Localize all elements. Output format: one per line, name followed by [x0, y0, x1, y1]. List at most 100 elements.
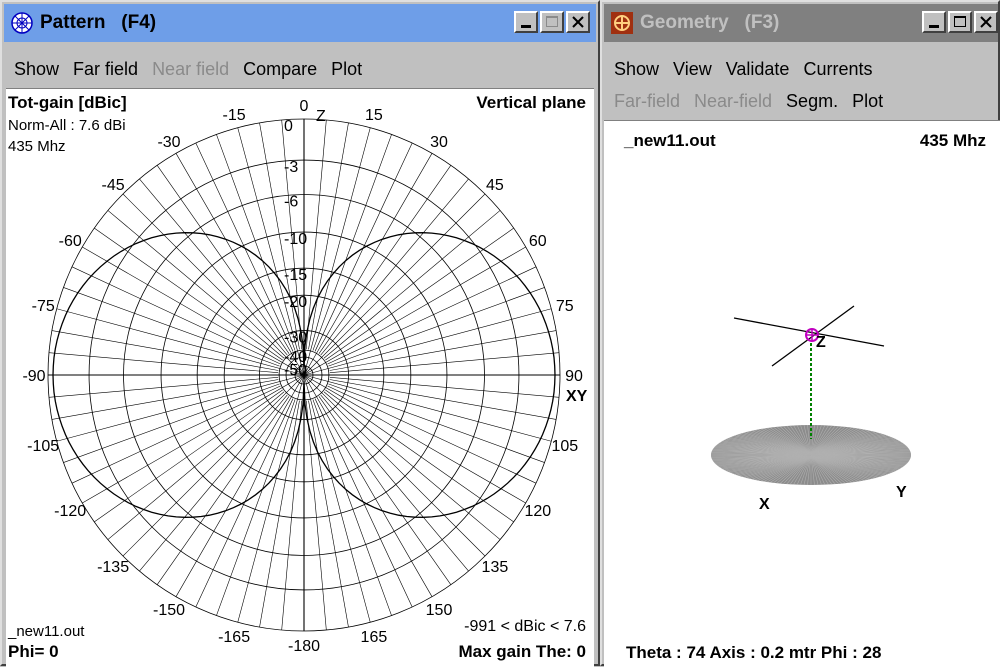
pattern-window: Pattern (F4) Show Far field Near field C…: [0, 0, 600, 667]
maximize-button[interactable]: [540, 11, 564, 33]
angle-label: 90: [565, 368, 583, 385]
ground-radial: [810, 428, 862, 456]
frequency-label: 435 Mhz: [8, 138, 66, 155]
ground-radial: [810, 453, 911, 456]
menu-segm[interactable]: Segm.: [786, 90, 839, 111]
ground-radial: [810, 454, 822, 485]
grid-spoke: [323, 210, 501, 359]
angle-label: 150: [426, 602, 453, 619]
ground-radial: [810, 454, 855, 483]
y-axis-label: Y: [896, 484, 907, 501]
dipole-element-2: [771, 305, 855, 367]
angle-label: 45: [486, 177, 504, 194]
pattern-title-bar[interactable]: Pattern (F4): [4, 4, 596, 42]
grid-spoke: [303, 246, 526, 376]
angle-label: 30: [430, 134, 448, 151]
ground-radial: [763, 428, 812, 456]
grid-spoke: [327, 266, 537, 365]
angle-label: -45: [102, 177, 125, 194]
minimize-button[interactable]: [922, 11, 946, 33]
pattern-title: Pattern (F4): [40, 12, 157, 33]
ground-radial: [810, 425, 829, 456]
minimize-button[interactable]: [514, 11, 538, 33]
angle-label: 60: [529, 233, 547, 250]
grid-spoke: [63, 383, 280, 463]
angle-label: -135: [97, 559, 129, 576]
ground-radial: [803, 454, 812, 485]
db-label: -6: [284, 194, 298, 211]
grid-spoke: [308, 400, 349, 628]
grid-spoke: [216, 399, 296, 616]
grid-spoke: [320, 178, 469, 356]
menu-show[interactable]: Show: [614, 58, 660, 79]
grid-spoke: [329, 352, 560, 374]
close-icon: [980, 16, 992, 28]
ground-radial: [773, 426, 812, 456]
ground-radial: [763, 454, 812, 482]
ground-radial: [810, 454, 846, 484]
source-marker: [805, 328, 819, 342]
menu-near-field[interactable]: Near-field: [694, 90, 773, 111]
geometry-title-bar[interactable]: Geometry (F3): [604, 4, 998, 42]
menu-show[interactable]: Show: [14, 58, 60, 79]
z-axis-label: Z: [816, 334, 826, 351]
grid-spoke: [303, 193, 486, 376]
ground-radial: [779, 426, 812, 456]
grid-spoke: [318, 165, 452, 354]
menu-far-field[interactable]: Far field: [73, 58, 139, 79]
polar-grid: [47, 118, 561, 632]
grid-spoke: [303, 374, 486, 557]
ground-radial: [810, 425, 822, 456]
geometry-file-label: _new11.out: [624, 131, 716, 150]
angle-label: 0: [300, 98, 309, 115]
ground-radial: [810, 425, 836, 456]
close-button[interactable]: [566, 11, 590, 33]
grid-spoke: [329, 330, 557, 371]
grid-spoke: [281, 119, 303, 350]
close-button[interactable]: [974, 11, 998, 33]
grid-spoke: [48, 376, 279, 398]
menu-plot[interactable]: Plot: [852, 90, 884, 111]
grid-spoke: [328, 383, 545, 463]
grid-spoke: [107, 210, 285, 359]
polar-labels: -15-30-45-60-75-90-105-120-135-150-16515…: [22, 98, 587, 655]
ground-radial: [810, 426, 849, 456]
ground-radial: [796, 454, 812, 485]
angle-label: 105: [551, 438, 578, 455]
maximize-button[interactable]: [948, 11, 972, 33]
maximize-icon: [546, 16, 558, 27]
ground-radial: [800, 425, 812, 456]
menu-validate[interactable]: Validate: [725, 58, 790, 79]
geometry-menu-bar: Show View Validate Currents: [604, 54, 872, 84]
ground-radial: [810, 454, 819, 485]
menu-far-field[interactable]: Far-field: [614, 90, 681, 111]
grid-spoke: [303, 374, 433, 597]
angle-label: -60: [59, 233, 82, 250]
ground-radial: [757, 429, 812, 456]
grid-spoke: [82, 246, 305, 376]
menu-plot[interactable]: Plot: [331, 58, 363, 79]
geometry-menu-bar-2: Far-field Near-field Segm. Plot: [604, 86, 883, 116]
menu-currents[interactable]: Currents: [803, 58, 873, 79]
grid-spoke: [51, 379, 279, 420]
ground-radial: [760, 428, 812, 456]
menu-compare[interactable]: Compare: [243, 58, 318, 79]
menu-near-field[interactable]: Near field: [152, 58, 230, 79]
menu-view[interactable]: View: [673, 58, 712, 79]
max-gain-label: Max gain The: 0: [458, 642, 586, 661]
grid-spoke: [94, 227, 283, 361]
db-label: 0: [284, 118, 293, 135]
ground-radial: [783, 425, 812, 456]
grid-spoke: [281, 400, 303, 631]
grid-spoke: [82, 374, 305, 504]
z-axis-label: Z: [316, 108, 326, 125]
ground-radial: [810, 454, 826, 485]
angle-label: 15: [365, 107, 383, 124]
grid-spoke: [305, 400, 327, 631]
minimize-icon: [929, 25, 939, 28]
pattern-menu-bar: Show Far field Near field Compare Plot: [4, 54, 362, 84]
view-status: Theta : 74 Axis : 0.2 mtr Phi : 28: [626, 643, 882, 662]
ground-radial: [800, 454, 812, 485]
ground-radial: [793, 454, 812, 485]
grid-spoke: [71, 266, 281, 365]
